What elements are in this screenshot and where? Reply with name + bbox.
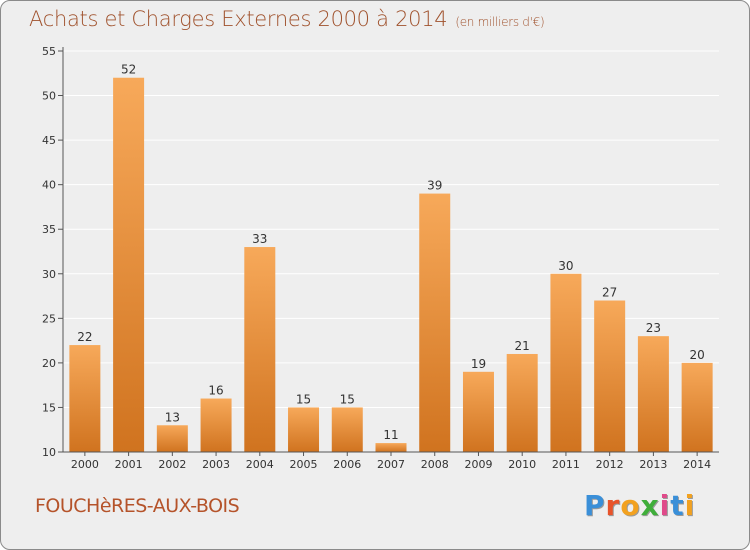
x-tick-label: 2002	[158, 458, 186, 471]
x-tick-label: 2013	[639, 458, 667, 471]
chart-title: Achats et Charges Externes 2000 à 2014 (e…	[29, 7, 545, 31]
chart-title-text: Achats et Charges Externes 2000 à 2014	[29, 7, 448, 31]
bar	[681, 362, 713, 452]
bar-value-label: 15	[340, 392, 355, 406]
bar-value-label: 13	[165, 410, 180, 424]
x-tick-label: 2005	[290, 458, 318, 471]
bar	[375, 443, 407, 452]
proxiti-logo: Proxiti	[584, 489, 695, 522]
y-tick-label: 10	[42, 446, 56, 459]
bar-value-label: 52	[121, 63, 136, 77]
bar	[69, 345, 101, 452]
y-tick-label: 30	[42, 268, 56, 281]
x-tick-label: 2008	[421, 458, 449, 471]
x-tick-label: 2009	[464, 458, 492, 471]
bar	[419, 193, 451, 453]
bar	[506, 353, 538, 452]
bar	[156, 425, 188, 452]
y-tick-label: 50	[42, 90, 56, 103]
bar-value-label: 33	[252, 232, 267, 246]
bar-value-label: 30	[558, 259, 573, 273]
bar	[331, 407, 363, 452]
logo-letter: i	[659, 489, 671, 522]
town-name: FOUCHèRES-AUX-BOIS	[35, 495, 240, 517]
bar	[244, 247, 276, 452]
bar-value-label: 39	[427, 179, 442, 193]
bar	[637, 336, 669, 452]
bar-value-label: 27	[602, 286, 617, 300]
y-tick-label: 35	[42, 223, 56, 236]
chart-subtitle: (en milliers d'€)	[455, 15, 545, 29]
y-tick-label: 25	[42, 312, 56, 325]
bar-value-label: 16	[208, 384, 223, 398]
y-tick-label: 55	[42, 45, 56, 58]
x-tick-label: 2014	[683, 458, 711, 471]
x-tick-label: 2010	[508, 458, 536, 471]
bar	[550, 273, 582, 452]
bar-value-label: 11	[383, 428, 398, 442]
logo-letter: x	[640, 489, 660, 522]
y-tick-label: 45	[42, 134, 56, 147]
bar-value-label: 19	[471, 357, 486, 371]
bar	[200, 398, 232, 452]
bar	[113, 77, 145, 452]
bar-value-label: 23	[646, 321, 661, 335]
bar-value-label: 22	[77, 330, 92, 344]
logo-letter: r	[605, 489, 621, 522]
logo-letter: o	[620, 489, 641, 522]
x-tick-label: 2004	[246, 458, 274, 471]
y-tick-label: 15	[42, 401, 56, 414]
bar	[594, 300, 626, 452]
logo-letter: i	[684, 489, 696, 522]
y-tick-label: 40	[42, 179, 56, 192]
bar	[288, 407, 320, 452]
x-tick-label: 2012	[596, 458, 624, 471]
bar-value-label: 15	[296, 392, 311, 406]
bar-value-label: 21	[515, 339, 530, 353]
x-tick-label: 2000	[71, 458, 99, 471]
bar-value-label: 20	[689, 348, 704, 362]
x-tick-label: 2001	[115, 458, 143, 471]
y-tick-label: 20	[42, 357, 56, 370]
bar	[462, 371, 494, 452]
logo-letter: t	[670, 489, 685, 522]
x-tick-label: 2007	[377, 458, 405, 471]
x-tick-label: 2011	[552, 458, 580, 471]
x-tick-label: 2003	[202, 458, 230, 471]
x-tick-label: 2006	[333, 458, 361, 471]
logo-letter: P	[584, 489, 606, 522]
